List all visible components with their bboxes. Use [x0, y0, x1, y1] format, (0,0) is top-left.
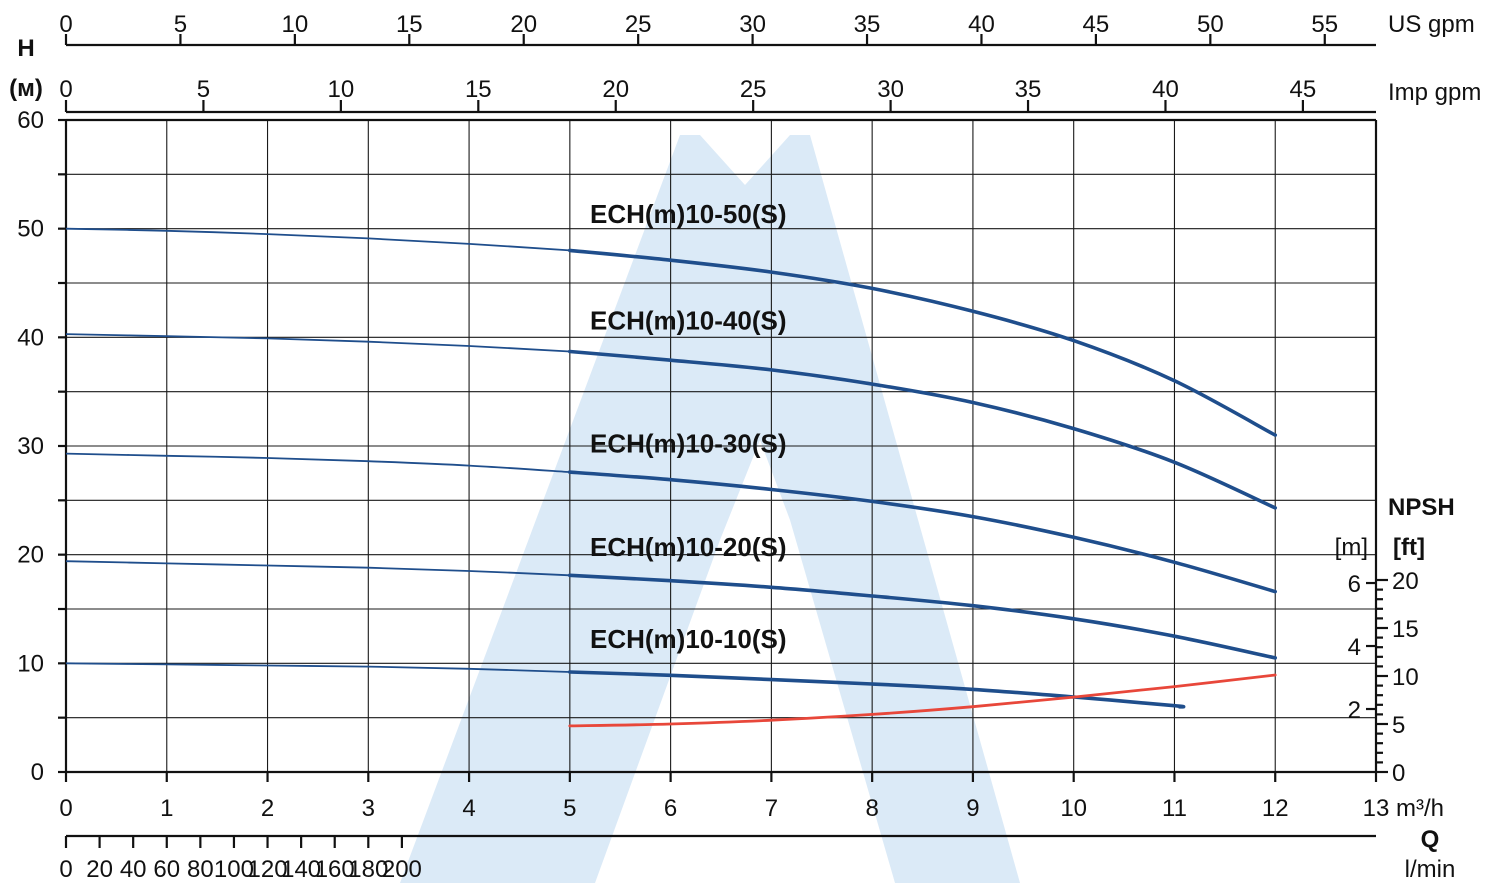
x-tick-label: 10 [1060, 795, 1087, 822]
lmin-axis-unit: l/min [1405, 856, 1456, 883]
curves [65, 227, 1277, 728]
imp-gpm-tick-label: 15 [465, 76, 492, 103]
watermark-logo [400, 135, 1020, 883]
hq-curve-thin-segment [65, 560, 570, 577]
imp-gpm-tick-label: 20 [602, 76, 629, 103]
x-tick-label: 13 [1363, 795, 1390, 822]
curve-labels: ECH(m)10-50(S) ECH(m)10-40(S) ECH(m)10-30(… [590, 199, 787, 654]
curve-label-2: ECH(m)10-40(S) [590, 306, 787, 336]
imp-gpm-tick-label: 10 [328, 76, 355, 103]
x-axis-unit: m³/h [1396, 795, 1444, 822]
x-tick-label: 8 [865, 795, 878, 822]
lmin-tick-label: 0 [59, 856, 72, 883]
x-tick-label: 4 [462, 795, 475, 822]
y-tick-label: 0 [31, 759, 44, 786]
hq-curve-thin-segment [65, 227, 570, 252]
lmin-tick-label: 180 [348, 856, 388, 883]
npsh-ft-tick-label: 15 [1392, 616, 1419, 643]
lmin-tick-label: 60 [153, 856, 180, 883]
us-gpm-tick-label: 35 [854, 11, 881, 38]
y-tick-label: 10 [17, 650, 44, 677]
npsh-m-tick-label: 2 [1348, 697, 1361, 724]
x-tick-label: 12 [1262, 795, 1289, 822]
curve-label-5: ECH(m)10-10(S) [590, 624, 787, 654]
npsh-m-tick-label: 4 [1348, 634, 1361, 661]
x-tick-label: 5 [563, 795, 576, 822]
us-gpm-tick-label: 45 [1083, 11, 1110, 38]
curve-label-1: ECH(m)10-50(S) [590, 199, 787, 229]
us-gpm-tick-label: 30 [739, 11, 766, 38]
us-gpm-axis-unit: US gpm [1388, 11, 1475, 38]
q-axis-title: Q [1421, 826, 1440, 853]
hq-curve-operating-segment [568, 670, 1186, 709]
x-tick-label: 11 [1162, 795, 1187, 822]
npsh-m-tick-label: 6 [1348, 571, 1361, 598]
us-gpm-tick-label: 15 [396, 11, 423, 38]
y-tick-label: 40 [17, 324, 44, 351]
hq-curve-thin-segment [65, 452, 570, 473]
y-tick-label: 30 [17, 433, 44, 460]
x-tick-label: 2 [261, 795, 274, 822]
npsh-ft-tick-label: 0 [1392, 760, 1405, 787]
imp-gpm-axis-unit: Imp gpm [1388, 79, 1481, 106]
imp-gpm-tick-label: 25 [740, 76, 767, 103]
x-tick-label: 1 [160, 795, 173, 822]
grid-lines [65, 120, 1376, 772]
us-gpm-tick-label: 40 [968, 11, 995, 38]
npsh-ft-tick-label: 5 [1392, 712, 1405, 739]
npsh-ft-tick-label: 20 [1392, 568, 1419, 595]
npsh-curve [568, 673, 1277, 728]
y-axis-unit: (м) [9, 75, 43, 102]
us-gpm-tick-label: 55 [1311, 11, 1338, 38]
y-axis-title: H [17, 35, 34, 62]
hq-curve-thin-segment [65, 662, 570, 673]
hq-curve-operating-segment [568, 470, 1277, 594]
lmin-tick-label: 80 [187, 856, 214, 883]
us-gpm-tick-label: 20 [510, 11, 537, 38]
x-tick-label: 7 [765, 795, 778, 822]
hq-curve-thin-segment [65, 333, 570, 353]
x-tick-label: 6 [664, 795, 677, 822]
lmin-tick-label: 200 [382, 856, 422, 883]
npsh-axis-title: NPSH [1388, 494, 1455, 521]
lmin-tick-label: 20 [86, 856, 113, 883]
us-gpm-tick-label: 25 [625, 11, 652, 38]
hq-curve-operating-segment [568, 573, 1277, 660]
npsh-m-unit: [m] [1335, 534, 1368, 561]
imp-gpm-tick-label: 45 [1290, 76, 1317, 103]
hq-curve-operating-segment [568, 248, 1277, 437]
curve-label-4: ECH(m)10-20(S) [590, 532, 787, 562]
us-gpm-tick-label: 10 [282, 11, 309, 38]
hq-curve-operating-segment [568, 349, 1277, 510]
lmin-tick-label: 160 [315, 856, 355, 883]
lmin-tick-label: 100 [214, 856, 254, 883]
lmin-tick-label: 120 [248, 856, 288, 883]
y-tick-label: 50 [17, 216, 44, 243]
npsh-ft-tick-label: 10 [1392, 664, 1419, 691]
x-tick-label: 0 [59, 795, 72, 822]
npsh-ft-unit: [ft] [1393, 534, 1425, 561]
imp-gpm-tick-label: 40 [1152, 76, 1179, 103]
x-tick-label: 3 [362, 795, 375, 822]
y-tick-label: 60 [17, 107, 44, 134]
imp-gpm-tick-label: 35 [1015, 76, 1042, 103]
y-tick-label: 20 [17, 542, 44, 569]
lmin-tick-label: 40 [120, 856, 147, 883]
us-gpm-tick-label: 0 [59, 11, 72, 38]
imp-gpm-tick-label: 30 [877, 76, 904, 103]
x-tick-label: 9 [966, 795, 979, 822]
us-gpm-tick-label: 5 [174, 11, 187, 38]
imp-gpm-tick-label: 5 [197, 76, 210, 103]
watermark-shape [400, 135, 1020, 883]
lmin-tick-label: 140 [281, 856, 321, 883]
curve-label-3: ECH(m)10-30(S) [590, 429, 787, 459]
imp-gpm-tick-label: 0 [59, 76, 72, 103]
us-gpm-tick-label: 50 [1197, 11, 1224, 38]
